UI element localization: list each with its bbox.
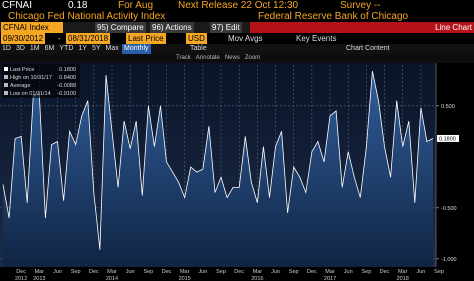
legend-swatch	[4, 83, 8, 87]
settings-row: 09/30/2012 - 08/31/2018 Last Price USD M…	[0, 33, 474, 44]
x-tick-label: Dec	[16, 269, 26, 275]
start-date[interactable]: 09/30/2012	[1, 33, 46, 44]
source: Federal Reserve Bank of Chicago	[258, 11, 409, 22]
x-tick-label: Dec	[162, 269, 172, 275]
x-tick-label: Mar	[398, 269, 408, 275]
tool-button[interactable]: Zoom	[244, 55, 261, 61]
legend-value: 0.8400	[59, 75, 76, 81]
x-year-label: 2013	[33, 276, 45, 281]
next-release: Next Release 22 Oct 12:30	[178, 0, 299, 11]
legend-swatch	[4, 75, 8, 79]
legend-value: 0.1800	[59, 67, 76, 73]
x-tick-label: Jun	[53, 269, 62, 275]
period-row: 1D 3D 1M 6M YTD 1Y 5Y Max Monthly Table Chart C…	[0, 44, 474, 54]
x-tick-label: Sep	[143, 269, 153, 275]
legend-value: -0.9100	[57, 91, 76, 97]
x-year-label: 2014	[106, 276, 118, 281]
x-tick-label: Sep	[434, 269, 444, 275]
field-select[interactable]: Last Price	[126, 33, 166, 44]
x-year-label: 2015	[179, 276, 191, 281]
x-tick-label: Mar	[325, 269, 335, 275]
x-tick-label: Jun	[344, 269, 353, 275]
last-value-label: 0.1800	[439, 136, 456, 142]
tool-buttons: Track Annotate News Zoom	[176, 54, 265, 63]
currency[interactable]: USD	[186, 33, 207, 44]
index-name: Chicago Fed National Activity Index	[8, 11, 166, 22]
last-value: 0.18	[68, 0, 88, 11]
x-tick-label: Sep	[216, 269, 226, 275]
tool-button[interactable]: News	[224, 55, 240, 61]
legend-swatch	[4, 67, 8, 71]
x-tick-label: Mar	[180, 269, 190, 275]
x-tick-label: Jun	[198, 269, 207, 275]
x-year-label: 2018	[397, 276, 409, 281]
table-button[interactable]: Table	[190, 45, 207, 52]
header-row: CFNAI 0.18 For Aug Next Release 22 Oct 1…	[0, 0, 474, 11]
tool-button[interactable]: Track	[176, 55, 191, 61]
x-tick-label: Sep	[361, 269, 371, 275]
x-tick-label: Mar	[107, 269, 117, 275]
x-tick-label: Sep	[289, 269, 299, 275]
period-button[interactable]: 3D	[15, 45, 25, 52]
period-button[interactable]: 1Y	[78, 45, 87, 52]
x-tick-label: Sep	[71, 269, 81, 275]
x-tick-label: Jun	[126, 269, 135, 275]
x-tick-label: Dec	[234, 269, 244, 275]
x-tick-label: Jun	[271, 269, 280, 275]
legend-swatch	[4, 91, 8, 95]
tools-row: Track Annotate News Zoom	[0, 54, 474, 63]
key-events[interactable]: Key Events	[296, 34, 337, 43]
period-button[interactable]: 1D	[2, 45, 11, 52]
legend-box	[2, 64, 80, 98]
legend-label: Low on 01/31/14	[10, 91, 51, 97]
security[interactable]: CFNAI Index	[1, 22, 63, 33]
edit-button[interactable]: 97) Edit	[210, 22, 242, 33]
legend-label: High on 10/31/17	[10, 75, 52, 81]
compare-button[interactable]: 95) Compare	[95, 22, 146, 33]
legend-value: -0.0088	[57, 83, 76, 89]
period-button[interactable]: Max	[105, 45, 119, 52]
ticker: CFNAI	[2, 0, 32, 11]
legend-label: Average	[10, 83, 30, 89]
mov-avgs[interactable]: Mov Avgs	[228, 34, 263, 43]
chart-content[interactable]: Chart Content	[346, 45, 390, 52]
x-year-label: 2016	[251, 276, 263, 281]
command-row: CFNAI Index 95) Compare 96) Actions 97) …	[0, 22, 474, 33]
frequency[interactable]: Monthly	[122, 44, 151, 54]
period-button[interactable]: 1M	[29, 45, 40, 52]
line	[2, 71, 434, 250]
chart: Dec Mar Jun Sep Dec Mar Jun Sep Dec Mar Jun Sep Dec M…	[0, 63, 459, 281]
title-row: Chicago Fed National Activity Index Fede…	[0, 11, 474, 22]
y-tick-label: -1.000	[441, 257, 457, 263]
chart-type[interactable]: Line Chart	[250, 22, 474, 33]
y-tick-label: 0.500	[441, 104, 455, 110]
period-button[interactable]: 6M	[44, 45, 55, 52]
x-tick-label: Dec	[380, 269, 390, 275]
x-year-label: 2012	[15, 276, 27, 281]
x-tick-label: Dec	[307, 269, 317, 275]
y-tick-label: -0.500	[441, 206, 457, 212]
last-value-tag	[437, 134, 459, 142]
period-button[interactable]: 5Y	[91, 45, 101, 52]
end-date[interactable]: 08/31/2018	[66, 33, 111, 44]
period: For Aug	[118, 0, 154, 11]
x-year-label: 2017	[324, 276, 336, 281]
actions-button[interactable]: 96) Actions	[150, 22, 194, 33]
x-tick-label: Dec	[89, 269, 99, 275]
tool-button[interactable]: Annotate	[195, 55, 220, 61]
x-tick-label: Mar	[253, 269, 263, 275]
legend-label: Last Price	[10, 67, 34, 73]
survey: Survey --	[340, 0, 381, 11]
x-tick-label: Mar	[35, 269, 45, 275]
x-tick-label: Jun	[416, 269, 425, 275]
period-button[interactable]: YTD	[59, 45, 74, 52]
date-separator: -	[58, 34, 61, 43]
period-buttons: 1D 3D 1M 6M YTD 1Y 5Y Max	[2, 44, 124, 54]
